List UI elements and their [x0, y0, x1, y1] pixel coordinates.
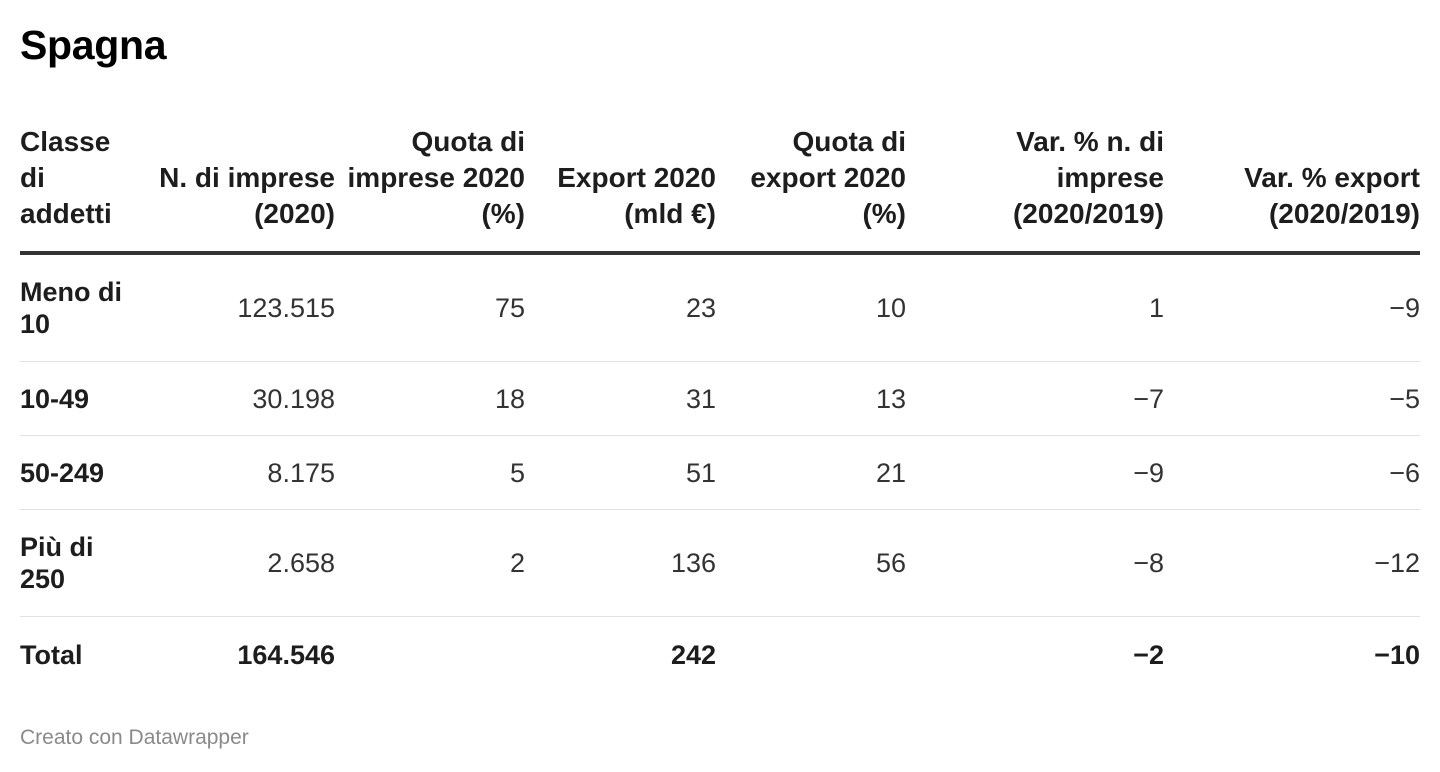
- table-cell: −5: [1164, 361, 1420, 436]
- table-row: Più di 250 2.658 2 136 56 −8 −12: [20, 509, 1420, 617]
- table-row: Meno di 10 123.515 75 23 10 1 −9: [20, 253, 1420, 362]
- chart-title: Spagna: [20, 22, 167, 68]
- table-cell: 51: [525, 435, 716, 510]
- table-cell: 31: [525, 361, 716, 436]
- footer-credit: Creato con Datawrapper: [20, 726, 249, 749]
- total-row: Total 164.546 242 −2 −10: [20, 617, 1420, 694]
- column-header-var-imprese: Var. % n. di imprese (2020/2019): [906, 124, 1164, 255]
- column-header-export: Export 2020 (mld €): [525, 124, 716, 255]
- table-cell: 8.175: [130, 435, 335, 510]
- table-cell: 242: [670, 640, 716, 670]
- row-label: Meno di 10: [20, 253, 130, 362]
- table-cell: [716, 617, 906, 694]
- table-cell: 75: [335, 253, 525, 362]
- row-label: 10-49: [20, 361, 130, 436]
- data-table: Classe di addetti N. di imprese (2020) Q…: [20, 124, 1420, 693]
- row-label: Più di 250: [20, 509, 130, 617]
- column-header-classe-addetti: Classe di addetti: [20, 124, 130, 255]
- table-cell: 5: [335, 435, 525, 510]
- column-header-quota-export: Quota di export 2020 (%): [716, 124, 906, 255]
- table-cell: 21: [716, 435, 906, 510]
- table-cell: 13: [716, 361, 906, 436]
- table-cell: 56: [716, 509, 906, 617]
- table-cell: −6: [1164, 435, 1420, 510]
- table-cell: [335, 617, 525, 694]
- table-row: 10-49 30.198 18 31 13 −7 −5: [20, 361, 1420, 436]
- table-cell: 1: [906, 253, 1164, 362]
- column-header-var-export: Var. % export (2020/2019): [1164, 124, 1420, 255]
- table-cell: −7: [906, 361, 1164, 436]
- table-cell: 30.198: [130, 361, 335, 436]
- table-cell: 123.515: [130, 253, 335, 362]
- header-row: Classe di addetti N. di imprese (2020) Q…: [20, 124, 1420, 255]
- table-cell: 23: [525, 253, 716, 362]
- row-label: Total: [20, 640, 83, 670]
- table-cell: −12: [1164, 509, 1420, 617]
- row-label: 50-249: [20, 435, 130, 510]
- table-cell: 2: [335, 509, 525, 617]
- table-row: 50-249 8.175 5 51 21 −9 −6: [20, 435, 1420, 510]
- table-cell: 164.546: [237, 640, 335, 670]
- table-cell: −9: [906, 435, 1164, 510]
- table-cell: 10: [716, 253, 906, 362]
- table-cell: −9: [1164, 253, 1420, 362]
- table-cell: 2.658: [130, 509, 335, 617]
- table-cell: −8: [906, 509, 1164, 617]
- table-cell: −2: [1133, 640, 1164, 670]
- column-header-n-imprese: N. di imprese (2020): [130, 124, 335, 255]
- table-cell: −10: [1374, 640, 1420, 670]
- table-cell: 136: [525, 509, 716, 617]
- table-cell: 18: [335, 361, 525, 436]
- column-header-quota-imprese: Quota di imprese 2020 (%): [335, 124, 525, 255]
